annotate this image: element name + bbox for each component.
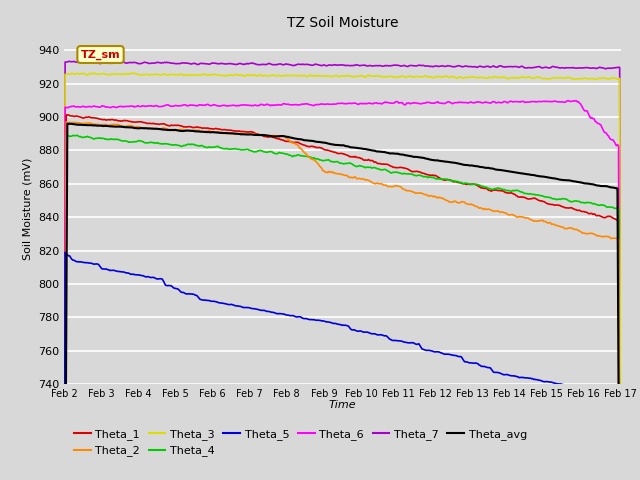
X-axis label: Time: Time (328, 400, 356, 410)
Title: TZ Soil Moisture: TZ Soil Moisture (287, 16, 398, 30)
Text: TZ_sm: TZ_sm (81, 49, 120, 60)
Y-axis label: Soil Moisture (mV): Soil Moisture (mV) (22, 157, 33, 260)
Legend: Theta_1, Theta_2, Theta_3, Theta_4, Theta_5, Theta_6, Theta_7, Theta_avg: Theta_1, Theta_2, Theta_3, Theta_4, Thet… (70, 425, 531, 461)
